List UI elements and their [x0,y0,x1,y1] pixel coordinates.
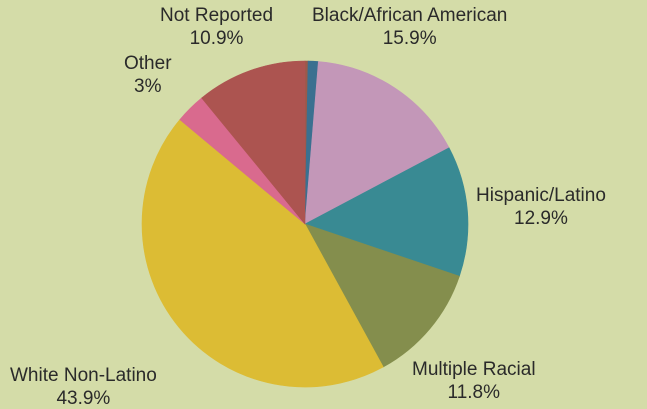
label-multiple-racial-value: 11.8% [447,382,500,403]
label-hispanic-latino-value: 12.9% [514,208,568,229]
pie-slice-hispanic-latino [304,147,469,277]
label-hispanic-latino-name: Hispanic/Latino [476,185,606,206]
label-multiple-racial-name: Multiple Racial [412,359,536,380]
label-black-african-american-value: 15.9% [382,28,437,49]
label-white-non-latino-value: 43.9% [56,388,111,409]
label-other: Other 3% [124,52,172,98]
label-hispanic-latino: Hispanic/Latino 12.9% [476,184,606,230]
label-white-non-latino: White Non-Latino 43.9% [10,364,157,409]
pie-slice-black-african-american [304,61,450,225]
label-multiple-racial: Multiple Racial 11.8% [412,358,536,404]
label-black-african-american: Black/African American 15.9% [312,4,507,50]
label-white-non-latino-name: White Non-Latino [10,365,157,386]
pie-slice-multiple-racial [304,223,460,368]
label-not-reported: Not Reported 10.9% [160,4,273,50]
label-black-african-american-name: Black/African American [312,5,508,26]
label-not-reported-value: 10.9% [189,28,244,49]
pie-slice-white-non-latino [141,119,384,388]
pie-slice-not-reported [201,60,306,225]
label-other-name: Other [124,53,172,74]
label-not-reported-name: Not Reported [160,5,274,26]
label-other-value: 3% [134,76,162,97]
